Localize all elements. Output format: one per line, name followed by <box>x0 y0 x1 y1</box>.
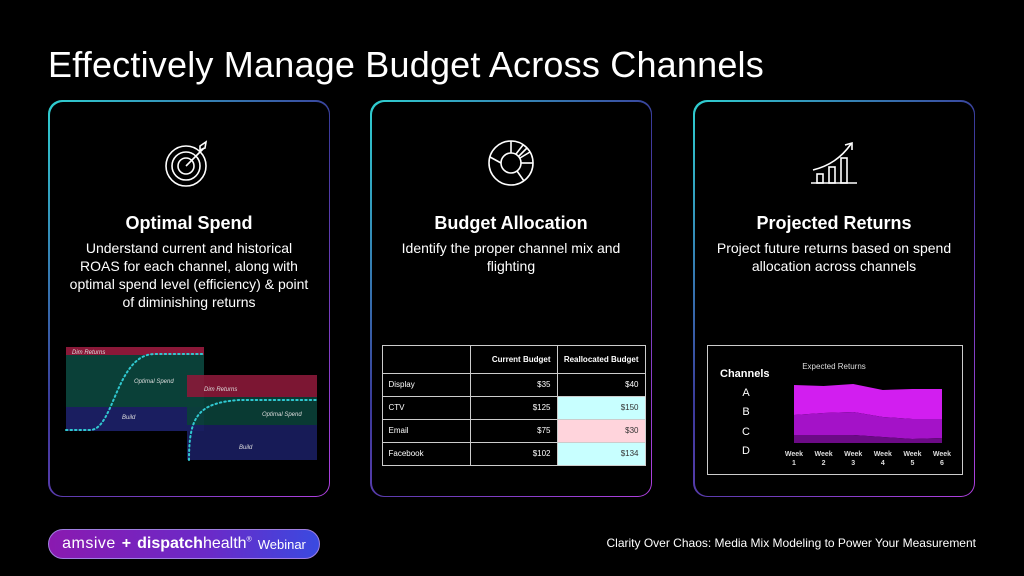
card-heading: Budget Allocation <box>434 212 588 233</box>
x-tick-label: Week <box>903 451 921 458</box>
diagram-label: Dim Returns <box>72 350 105 356</box>
card-heading: Optimal Spend <box>125 212 253 233</box>
diagram-label: Optimal Spend <box>262 412 302 418</box>
current-budget-cell: $125 <box>469 395 558 420</box>
area-series-A <box>793 383 942 419</box>
webinar-label: Webinar <box>257 536 306 552</box>
page-title: Effectively Manage Budget Across Channel… <box>48 44 764 85</box>
column-header: Reallocated Budget <box>556 344 646 374</box>
reallocated-budget-cell: $30 <box>556 418 646 443</box>
card-heading: Projected Returns <box>756 212 912 233</box>
dispatchhealth-logo: dispatchhealth® <box>137 535 252 552</box>
channel-cell: Display <box>381 372 471 397</box>
x-tick-label: 4 <box>880 460 884 467</box>
table-row: Email $75 $30 <box>381 418 646 443</box>
x-tick-label: 3 <box>851 460 855 467</box>
area-series-B <box>793 411 942 439</box>
channel-cell: Email <box>381 418 471 443</box>
diagram-label: Dim Returns <box>204 387 237 393</box>
card-description: Project future returns based on spend al… <box>716 239 952 274</box>
table-row: CTV $125 $150 <box>381 395 646 420</box>
legend-title: Channels <box>720 368 770 380</box>
donut-chart-icon <box>488 139 534 186</box>
card-optimal-spend: Optimal Spend Understand current and his… <box>48 100 330 497</box>
table-row: Facebook $102 $134 <box>381 441 646 466</box>
legend-item: B <box>742 406 749 418</box>
dim-returns-band <box>65 346 204 355</box>
x-tick-label: Week <box>932 451 950 458</box>
x-tick-label: Week <box>784 451 802 458</box>
spend-curve-diagram: Dim Returns Optimal Spend Build Dim Retu… <box>64 346 318 461</box>
card-projected-returns: Projected Returns Project future returns… <box>693 100 975 497</box>
chart-title: Expected Returns <box>802 362 866 371</box>
diagram-label: Optimal Spend <box>134 379 174 385</box>
diagram-label: Build <box>122 415 136 421</box>
optimal-spend-band <box>65 354 204 407</box>
growth-chart-icon <box>811 141 857 184</box>
channel-cell: Facebook <box>381 441 471 466</box>
card-description: Identify the proper channel mix and flig… <box>401 239 621 274</box>
card-description: Understand current and historical ROAS f… <box>69 239 309 310</box>
legend-item: A <box>742 387 750 399</box>
current-budget-cell: $35 <box>469 372 558 397</box>
diagram-label: Build <box>239 445 253 451</box>
build-band <box>65 406 204 431</box>
column-header <box>381 344 471 374</box>
reallocated-budget-cell: $150 <box>556 395 646 420</box>
reallocated-budget-cell: $40 <box>556 372 646 397</box>
table-row: Display $35 $40 <box>381 372 646 397</box>
x-tick-label: 1 <box>792 460 796 467</box>
x-tick-label: Week <box>873 451 891 458</box>
x-tick-label: Week <box>814 451 832 458</box>
current-budget-cell: $102 <box>469 441 558 466</box>
column-header: Current Budget <box>469 344 558 374</box>
x-tick-label: 2 <box>821 460 825 467</box>
legend-item: D <box>742 445 750 457</box>
expected-returns-chart: Expected Returns Channels A B C D Week 1 W… <box>706 344 963 475</box>
legend-item: C <box>742 426 750 438</box>
webinar-brand-badge: amsive + dispatchhealth® Webinar <box>48 529 320 559</box>
card-budget-allocation: Budget Allocation Identify the proper ch… <box>370 100 652 497</box>
presentation-tagline: Clarity Over Chaos: Media Mix Modeling t… <box>606 536 977 550</box>
x-tick-label: 6 <box>940 460 944 467</box>
x-tick-label: Week <box>844 451 862 458</box>
area-series-C <box>793 434 942 443</box>
current-budget-cell: $75 <box>469 418 558 443</box>
budget-table: Current Budget Reallocated Budget Display… <box>381 344 646 466</box>
plus-sign: + <box>121 535 132 552</box>
table-header-row: Current Budget Reallocated Budget <box>381 344 646 374</box>
amsive-logo: amsive <box>62 535 116 552</box>
reallocated-budget-cell: $134 <box>556 441 646 466</box>
channel-cell: CTV <box>381 395 471 420</box>
x-tick-label: 5 <box>910 460 914 467</box>
target-icon <box>165 139 208 187</box>
chart-svg: Expected Returns Channels A B C D Week 1 W… <box>720 362 951 467</box>
